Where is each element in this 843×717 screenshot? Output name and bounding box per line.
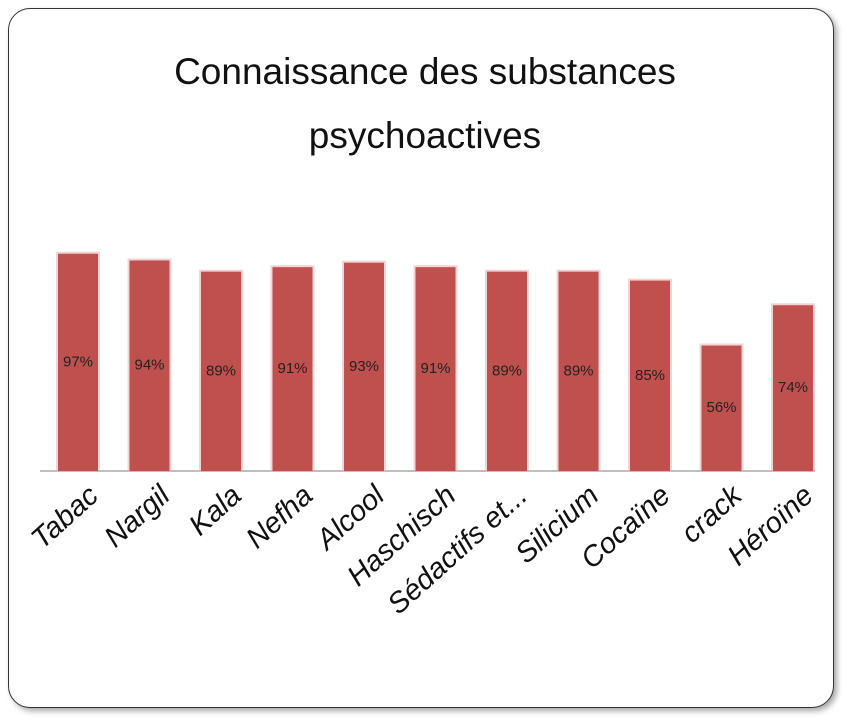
value-label: 94% <box>134 357 164 374</box>
bar <box>773 305 813 471</box>
bar <box>201 271 241 471</box>
value-label: 85% <box>635 367 665 384</box>
bar <box>344 262 384 471</box>
x-tick-label: Tabac <box>25 479 105 555</box>
value-label: 91% <box>420 360 450 377</box>
x-tick-label: Nefha <box>240 479 319 555</box>
bar <box>701 345 742 471</box>
bar <box>415 267 456 471</box>
x-tick-label: Kala <box>183 479 248 542</box>
value-label: 89% <box>563 362 593 379</box>
value-label: 89% <box>206 362 236 379</box>
value-label: 89% <box>492 362 522 379</box>
bar <box>272 267 313 471</box>
bar <box>487 271 527 471</box>
value-label: 56% <box>706 399 736 416</box>
chart-title: Connaissance des substances psychoactive… <box>174 51 676 156</box>
bar <box>558 271 599 471</box>
bar <box>630 280 670 471</box>
bar <box>58 253 98 471</box>
bar <box>129 260 170 471</box>
value-label: 74% <box>778 379 808 396</box>
x-tick-label: Nargil <box>98 478 177 554</box>
value-label: 91% <box>277 360 307 377</box>
value-label: 97% <box>63 353 93 370</box>
value-label: 93% <box>349 358 379 375</box>
